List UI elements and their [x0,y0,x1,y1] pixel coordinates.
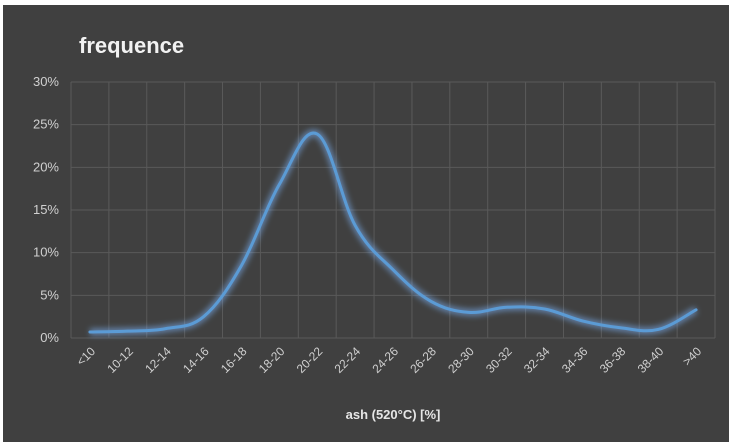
y-tick-label: 0% [40,330,59,345]
x-tick-label: 16-18 [218,344,250,376]
y-tick-label: 15% [33,202,59,217]
x-tick-label: 22-24 [332,344,364,376]
y-tick-label: 5% [40,287,59,302]
x-axis-ticks: <10 10-12 12-14 14-16 16-18 18-20 20-22 22-24 24… [74,344,705,376]
line-chart: 0% 5% 10% 15% 20% 25% 30% <10 10-12 12-14 14-16 16… [33,74,716,422]
x-tick-label: 12-14 [142,344,174,376]
y-tick-label: 30% [33,74,59,89]
y-tick-label: 25% [33,117,59,132]
x-axis-label: ash (520°C) [%] [346,407,441,422]
series-layer [88,129,698,336]
y-axis-ticks: 0% 5% 10% 15% 20% 25% 30% [33,74,59,345]
chart-area: frequence 0% 5% 10% 15% 20% 25% 30% <10 10-12 12… [3,5,729,442]
chart-title: frequence [79,33,185,58]
x-tick-label: 10-12 [104,344,136,376]
y-tick-label: 20% [33,159,59,174]
x-tick-label: >40 [680,344,705,369]
x-tick-label: 18-20 [256,344,288,376]
x-tick-label: 20-22 [294,344,326,376]
y-tick-label: 10% [33,245,59,260]
x-tick-label: 34-36 [559,344,591,376]
x-tick-label: 24-26 [370,344,402,376]
grid [70,81,716,339]
x-tick-label: 38-40 [635,344,667,376]
x-tick-label: 30-32 [483,344,515,376]
x-tick-label: 14-16 [180,344,212,376]
series-line-glow [89,129,698,336]
x-tick-label: 26-28 [407,344,439,376]
x-tick-label: 32-34 [521,344,553,376]
x-tick-label: 28-30 [445,344,477,376]
x-tick-label: <10 [74,344,99,369]
x-tick-label: 36-38 [597,344,629,376]
series-line [88,131,698,334]
